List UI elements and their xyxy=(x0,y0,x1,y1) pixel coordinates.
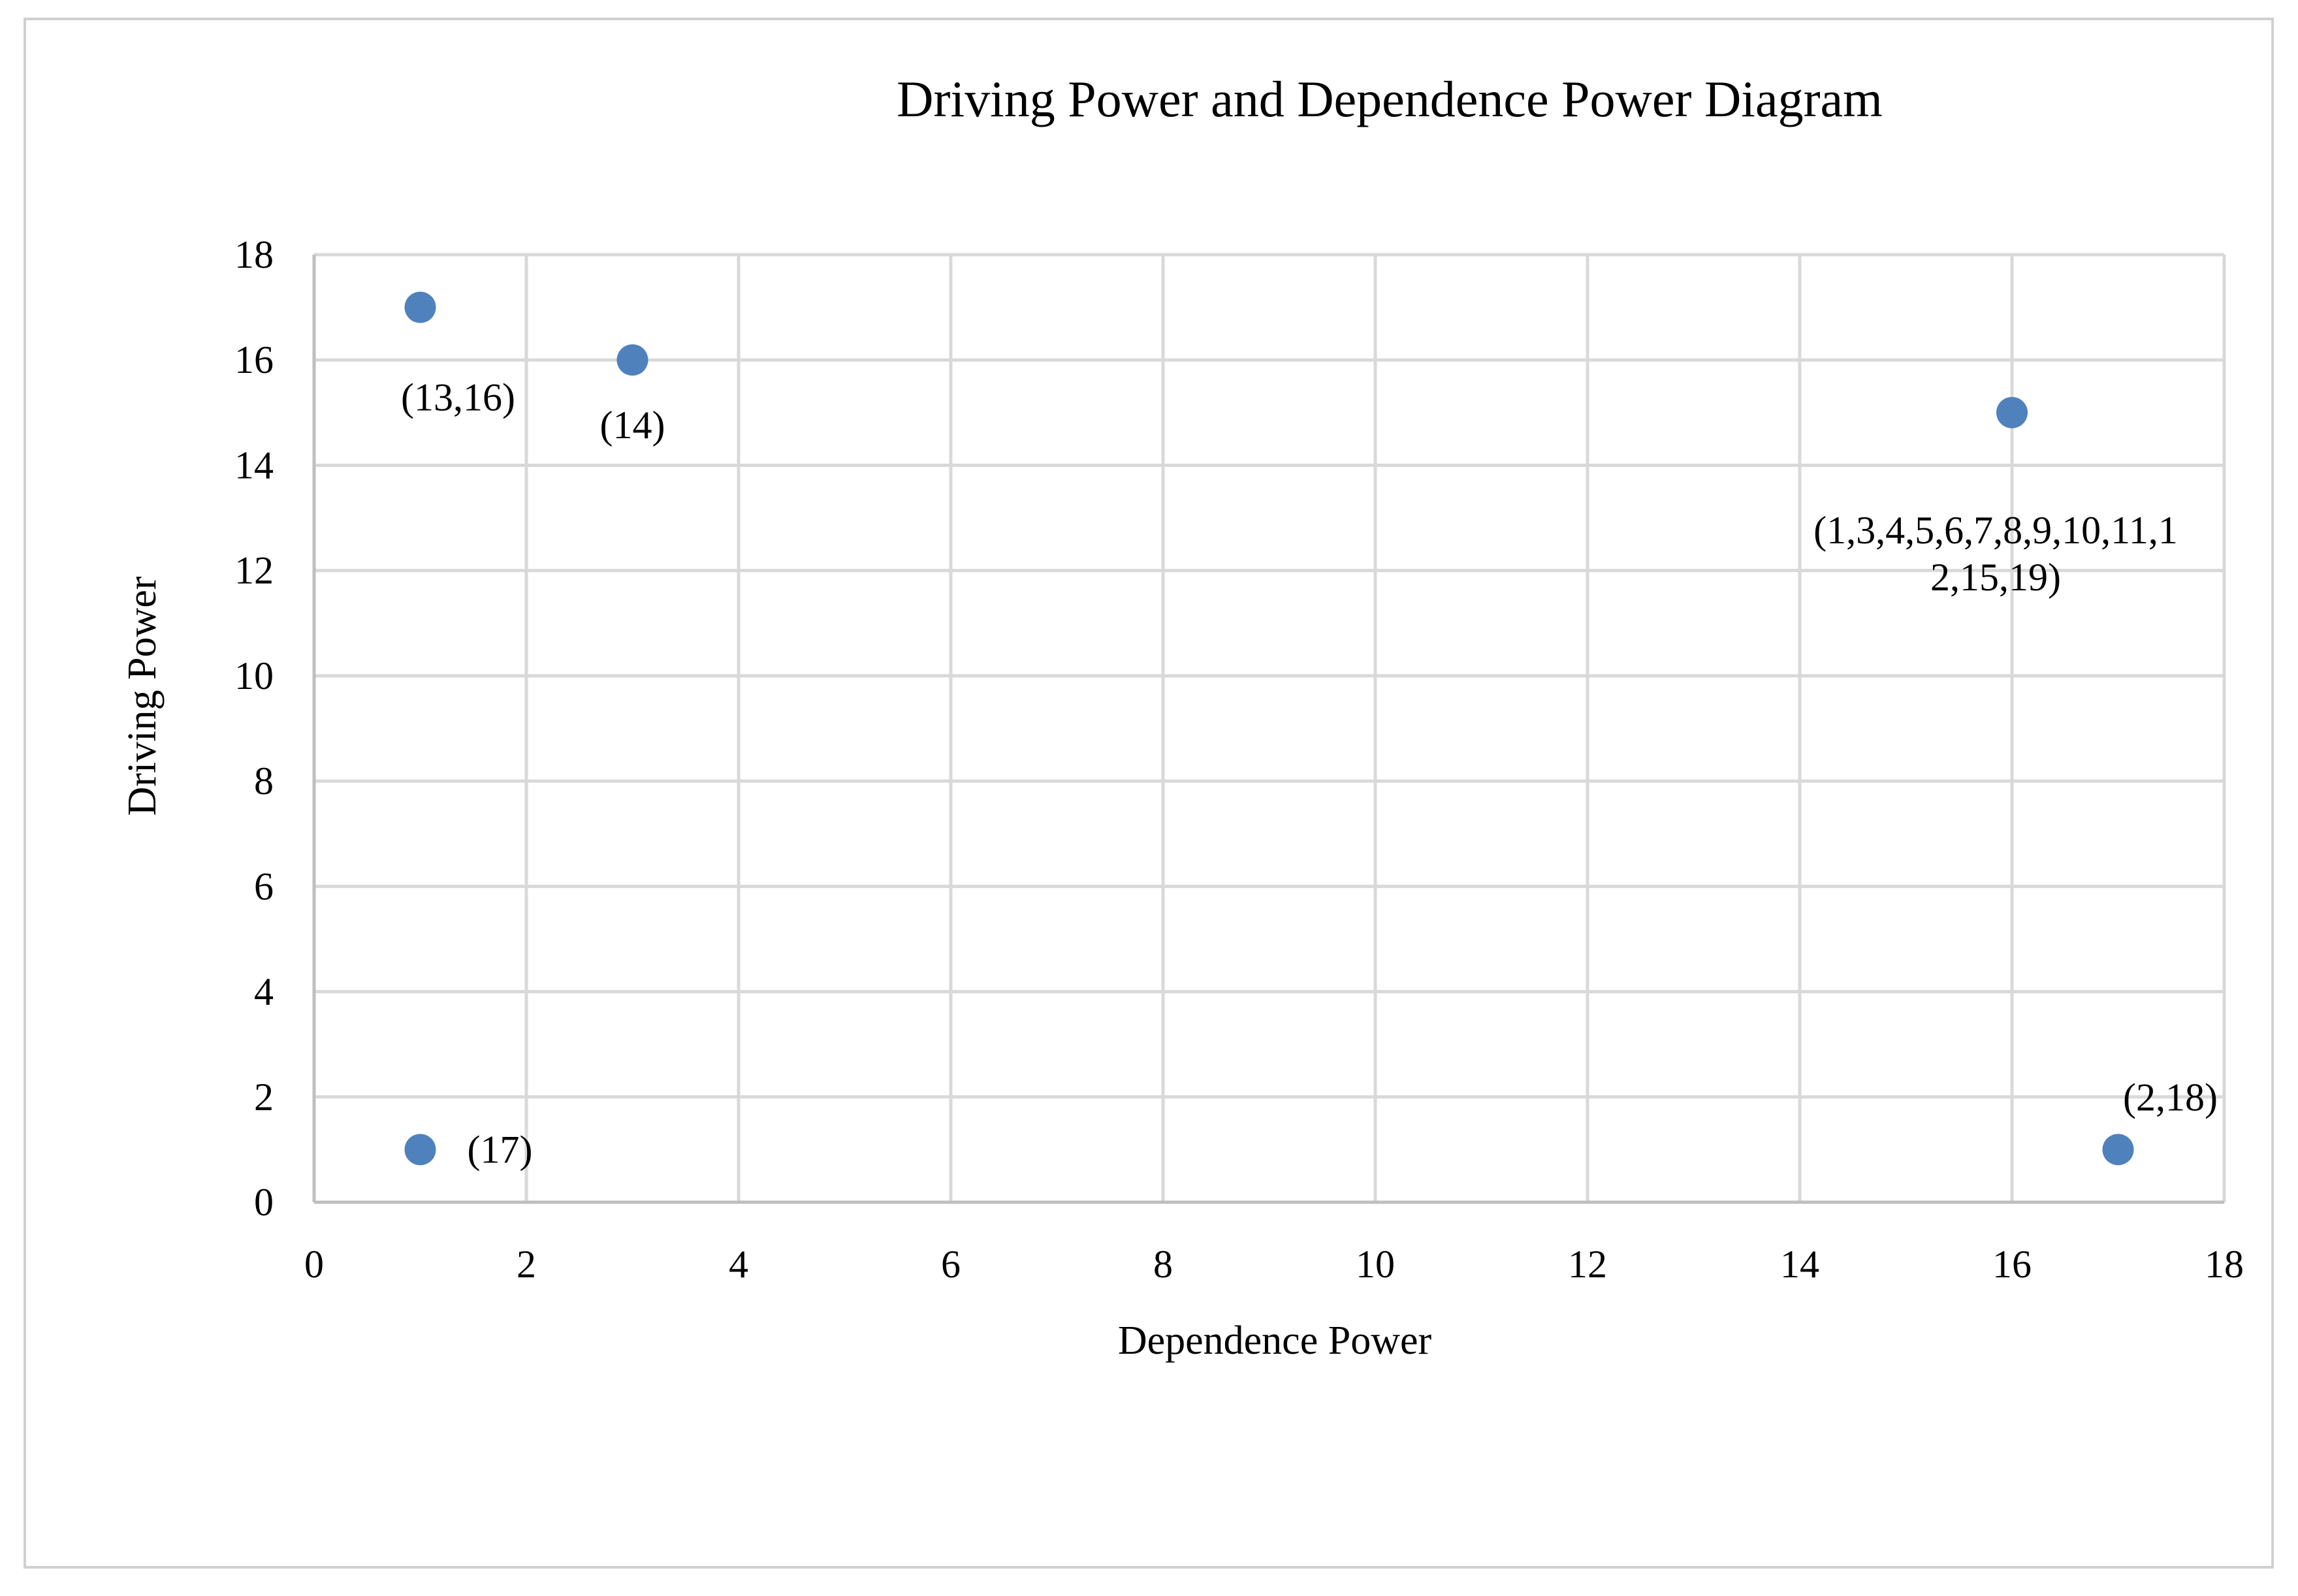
x-tick-label: 6 xyxy=(941,1243,961,1286)
x-tick-label: 18 xyxy=(2205,1243,2244,1286)
x-axis-title: Dependence Power xyxy=(1118,1318,1432,1363)
data-label-line: (13,16) xyxy=(401,376,515,419)
x-tick-label: 8 xyxy=(1153,1243,1173,1286)
data-label-line: (14) xyxy=(600,404,665,447)
data-point xyxy=(404,1134,436,1166)
y-tick-label: 10 xyxy=(234,654,274,697)
x-tick-label: 0 xyxy=(304,1243,324,1286)
data-label-line: (2,18) xyxy=(2123,1076,2218,1119)
x-tick-label: 4 xyxy=(729,1243,748,1286)
data-point xyxy=(1996,396,2028,428)
data-label-line: 2,15,19) xyxy=(1930,556,2061,599)
data-label-line: (1,3,4,5,6,7,8,9,10,11,1 xyxy=(1813,509,2178,552)
tick-labels: 0 2 4 6 8 10 12 14 16 18 0 2 4 6 8 10 12 14 16 18 xyxy=(234,233,2244,1286)
data-label: (1,3,4,5,6,7,8,9,10,11,1 2,15,19) xyxy=(1813,509,2178,599)
data-point xyxy=(404,291,436,323)
grid xyxy=(314,253,2226,1202)
data-label: (14) xyxy=(600,404,665,447)
y-tick-label: 2 xyxy=(254,1076,274,1119)
y-tick-label: 14 xyxy=(234,443,274,487)
y-tick-label: 6 xyxy=(254,865,274,908)
data-labels: (13,16) (14) (1,3,4,5,6,7,8,9,10,11,1 2,15,… xyxy=(401,376,2218,1172)
y-tick-label: 16 xyxy=(234,338,274,381)
chart-title: Driving Power and Dependence Power Diagr… xyxy=(897,71,1883,127)
data-label-line: (17) xyxy=(468,1128,533,1171)
y-tick-label: 8 xyxy=(254,759,274,803)
data-label: (2,18) xyxy=(2123,1076,2218,1119)
axes xyxy=(312,255,2224,1204)
x-tick-label: 2 xyxy=(517,1243,536,1286)
y-tick-label: 0 xyxy=(254,1181,274,1224)
chart-frame xyxy=(24,18,2274,1569)
data-point xyxy=(2102,1134,2134,1166)
x-tick-label: 16 xyxy=(1992,1243,2032,1286)
y-tick-label: 18 xyxy=(234,233,274,276)
x-tick-label: 10 xyxy=(1356,1243,1395,1286)
y-axis-title: Driving Power xyxy=(120,576,165,816)
data-points xyxy=(404,291,2134,1166)
y-tick-label: 4 xyxy=(254,970,274,1013)
data-label: (13,16) xyxy=(401,376,515,419)
y-tick-label: 12 xyxy=(234,549,274,592)
x-tick-label: 14 xyxy=(1780,1243,1819,1286)
x-tick-label: 12 xyxy=(1568,1243,1607,1286)
data-point xyxy=(616,344,648,376)
data-label: (17) xyxy=(468,1128,533,1171)
